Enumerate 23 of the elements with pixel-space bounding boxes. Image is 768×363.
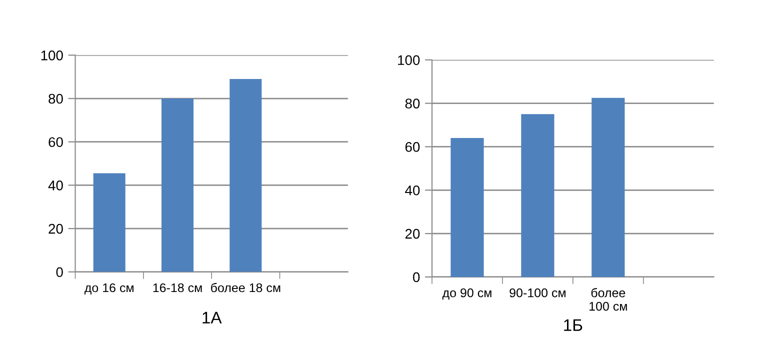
y-tick-label: 60 xyxy=(405,142,420,152)
x-tick-label: более 18 см xyxy=(211,282,280,292)
bar xyxy=(161,98,194,272)
y-tick-label: 0 xyxy=(56,267,63,278)
y-tick-label: 20 xyxy=(48,224,63,234)
x-axis-title: 1Б xyxy=(564,319,582,331)
x-tick-label: до 90 см xyxy=(442,288,492,300)
y-tick-label: 40 xyxy=(48,180,63,190)
x-tick-label: более 100 см xyxy=(590,288,627,311)
bar xyxy=(230,79,262,272)
y-tick-label: 40 xyxy=(405,185,420,196)
bar xyxy=(93,173,126,272)
y-tick-label: 60 xyxy=(48,137,63,148)
x-axis-title: 1А xyxy=(202,312,222,324)
y-tick-label: 0 xyxy=(413,272,420,282)
y-tick-label: 80 xyxy=(405,98,420,108)
x-tick-label: 16-18 см xyxy=(153,283,202,292)
x-tick-label: 90-100 см xyxy=(510,288,566,298)
y-tick-label: 20 xyxy=(405,228,420,239)
x-tick-label: до 16 см xyxy=(84,283,134,295)
y-tick-label: 100 xyxy=(398,55,420,66)
y-tick-label: 100 xyxy=(41,50,63,60)
y-tick-label: 80 xyxy=(48,94,63,104)
